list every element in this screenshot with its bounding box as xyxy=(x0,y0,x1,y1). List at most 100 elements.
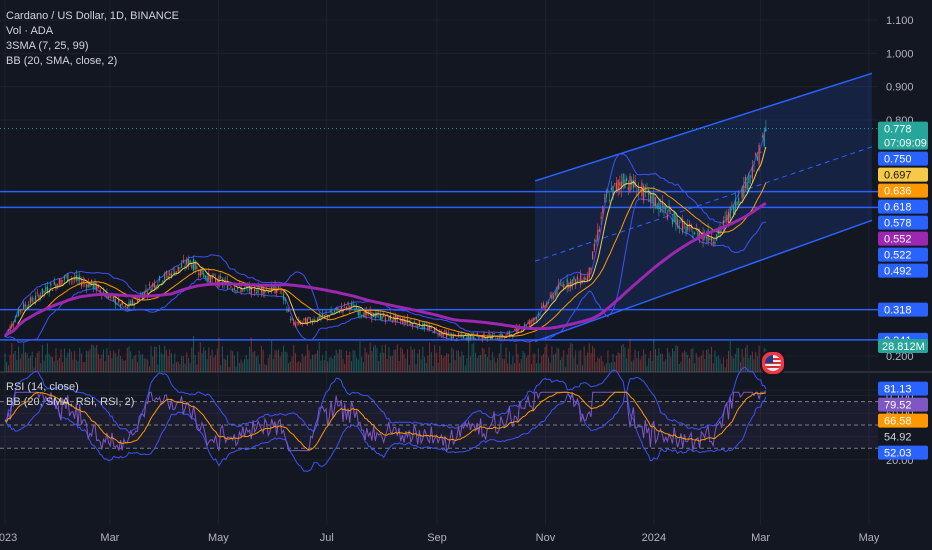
candle-body xyxy=(242,289,244,292)
volume-bar xyxy=(220,365,222,372)
candle-body xyxy=(46,286,49,294)
volume-bar xyxy=(739,361,741,372)
candle-body xyxy=(162,280,164,283)
candle-body xyxy=(515,326,517,332)
legend-bb[interactable]: BB (20, SMA, close, 2) xyxy=(6,55,118,67)
volume-bar xyxy=(82,361,84,372)
sma-99-line xyxy=(4,201,767,338)
volume-bar xyxy=(412,349,414,372)
candle-body xyxy=(199,269,201,277)
volume-bar xyxy=(481,347,483,372)
candle-body xyxy=(710,237,713,242)
volume-bar xyxy=(177,361,179,372)
candle-body xyxy=(654,197,657,206)
candle-body xyxy=(352,303,354,305)
volume-bar xyxy=(508,351,510,372)
volume-bar xyxy=(622,344,624,372)
candle-body xyxy=(277,284,280,290)
candle-body xyxy=(671,219,674,225)
legend-sma[interactable]: 3SMA (7, 25, 99) xyxy=(6,40,89,52)
volume-bar xyxy=(213,357,215,372)
candle-body xyxy=(169,273,171,276)
price-tag-value: 0.618 xyxy=(884,202,912,214)
volume-bar xyxy=(350,361,352,372)
candle-body xyxy=(442,333,444,336)
volume-bar xyxy=(738,347,740,372)
candle-body xyxy=(330,310,332,314)
volume-bar xyxy=(524,352,526,372)
y-tick-label: 1.000 xyxy=(886,48,914,60)
volume-bar xyxy=(609,363,611,372)
volume-bar xyxy=(649,350,651,372)
volume-bar xyxy=(142,354,144,372)
candle-body xyxy=(751,166,753,179)
volume-bar xyxy=(678,364,680,372)
volume-bar xyxy=(556,347,558,372)
volume-bar xyxy=(724,367,726,372)
volume-bar xyxy=(75,359,77,372)
volume-bar xyxy=(751,351,753,372)
legend-volume[interactable]: Vol · ADA xyxy=(6,25,54,37)
candle-body xyxy=(688,224,691,226)
candle-body xyxy=(45,286,47,291)
candle-body xyxy=(114,298,116,305)
candle-body xyxy=(610,187,612,190)
candle-body xyxy=(354,308,356,311)
price-tag-level: 0.522 xyxy=(878,247,928,262)
candle-body xyxy=(271,284,273,292)
candle-body xyxy=(556,286,558,295)
volume-bar xyxy=(631,361,633,372)
candle-body xyxy=(400,319,402,322)
volume-bar xyxy=(184,363,186,372)
us-flag-icon[interactable] xyxy=(760,350,786,376)
volume-bar xyxy=(546,344,548,372)
volume-bar xyxy=(571,343,573,372)
candle-body xyxy=(320,315,322,318)
volume-bar xyxy=(532,353,534,372)
sma-lines xyxy=(4,146,767,339)
legend-title[interactable]: Cardano / US Dollar, 1D, BINANCE xyxy=(6,10,180,22)
volume-bar xyxy=(587,352,589,372)
volume-bar xyxy=(145,358,147,372)
volume-bar xyxy=(474,352,476,372)
candle-body xyxy=(643,185,645,201)
volume-bar xyxy=(340,349,342,372)
volume-bar xyxy=(748,357,750,372)
volume-bar xyxy=(89,349,91,372)
candle-body xyxy=(182,260,184,263)
volume-bar xyxy=(629,338,631,372)
volume-bar xyxy=(549,362,551,372)
volume-bar xyxy=(65,357,67,372)
volume-bar xyxy=(87,351,89,372)
candle-body xyxy=(301,322,303,324)
volume-bar xyxy=(55,348,57,372)
volume-bar xyxy=(733,358,735,372)
volume-bar xyxy=(420,359,422,372)
volume-bar xyxy=(271,340,273,372)
candle-body xyxy=(316,317,319,322)
volume-bar xyxy=(174,353,176,372)
volume-bar xyxy=(430,352,432,372)
candle-body xyxy=(595,241,597,243)
volume-bar xyxy=(711,346,713,372)
candle-body xyxy=(507,333,509,335)
candle-body xyxy=(626,177,628,182)
candle-body xyxy=(328,315,330,317)
volume-tag-value: 28.812M xyxy=(882,341,925,353)
candle-body xyxy=(605,194,607,198)
candle-body xyxy=(62,280,64,282)
volume-bar xyxy=(104,361,106,372)
candle-body xyxy=(57,284,59,288)
candle-body xyxy=(685,226,687,234)
legend-rsi[interactable]: RSI (14, close) xyxy=(6,381,79,393)
volume-bar xyxy=(493,357,495,372)
volume-bar xyxy=(300,362,302,372)
volume-bar xyxy=(187,358,189,372)
legend-rsi-bb[interactable]: BB (20, SMA, RSI, RSI, 2) xyxy=(6,396,135,408)
candle-body xyxy=(240,287,242,293)
candle-body xyxy=(310,319,312,322)
candle-body xyxy=(566,279,568,288)
candle-body xyxy=(361,315,363,317)
candle-body xyxy=(31,297,33,302)
